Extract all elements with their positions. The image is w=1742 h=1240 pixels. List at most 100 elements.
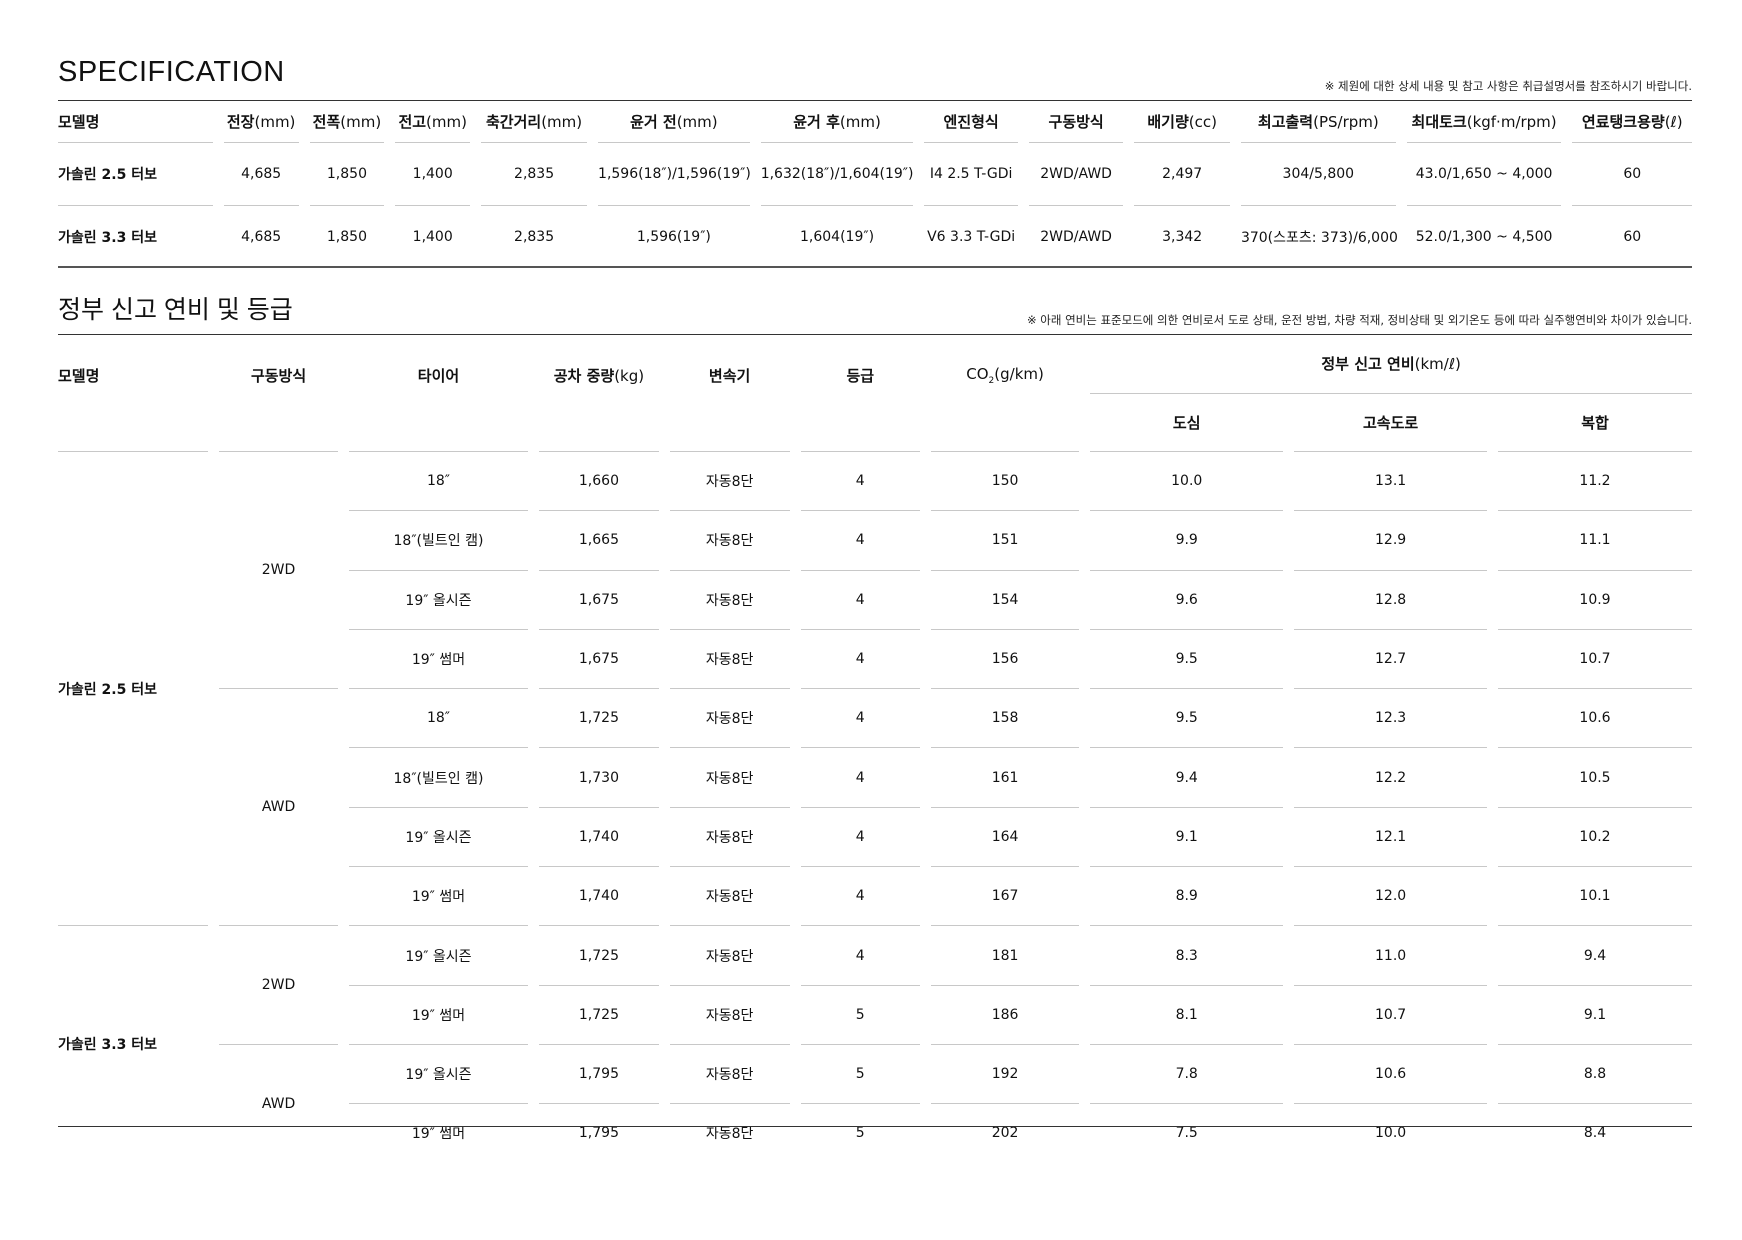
header-model: 모델명 [58,335,209,452]
grade-cell: 4 [800,689,920,749]
co2-cell: 154 [930,571,1080,630]
spec-cell: V6 3.3 T-GDi [927,229,1016,245]
spec-cell: 2,835 [481,143,588,206]
weight-cell: 1,665 [539,511,659,571]
header-efficiency-label: 정부 신고 연비 [1321,355,1415,374]
weight-cell: 1,795 [578,1125,619,1142]
model-cell: 가솔린 2.5 터보 [58,452,209,927]
spec-cell: I4 2.5 T-GDi [924,143,1018,206]
tire-cell: 19″ 올시즌 [348,571,529,630]
fuel-row: 19″ 썸머 1,740 자동8단 4 167 8.9 12.0 10.1 [58,867,1692,927]
city-cell: 10.0 [1090,452,1284,512]
highway-cell: 12.1 [1294,808,1488,868]
spec-header-label: 최대토크 [1411,113,1467,131]
spec-header-unit: (mm) [676,113,718,131]
fuel-row: 18″(빌트인 캠) 1,730 자동8단 4 161 9.4 12.2 10.5 [58,748,1692,808]
fuel-row: AWD 18″ 1,725 자동8단 4 158 9.5 12.3 10.6 [58,689,1692,927]
grade-cell: 4 [800,452,920,512]
combined-cell: 10.1 [1498,867,1692,927]
spec-row: 가솔린 2.5 터보 4,685 1,850 1,400 2,835 1,596(18″)… [58,143,1692,206]
spec-header-label: 배기량 [1147,113,1189,131]
tire-cell: 19″ 썸머 [348,986,529,1045]
spec-header-label: 전장 [226,113,255,131]
drive-cell: AWD [219,689,338,927]
spec-cell: 1,596(18″)/1,596(19″) [598,143,751,206]
co2-cell: 167 [930,867,1080,927]
spec-cell: 1,632(18″)/1,604(19″) [760,143,914,206]
fuel-note: ※ 아래 연비는 표준모드에 의한 연비로서 도로 상태, 운전 방법, 차량 … [1026,313,1692,327]
spec-header-unit: (kgf·m/rpm) [1466,113,1557,131]
header-co2-unit: (g/km) [994,364,1044,383]
tire-cell: 19″ 썸머 [348,630,529,690]
spec-header-6: 윤거 후(mm) [760,101,914,143]
spec-title: SPECIFICATION [58,56,285,88]
tire-cell: 18″(빌트인 캠) [348,511,529,571]
city-cell: 9.9 [1090,511,1284,571]
spec-row: 가솔린 3.3 터보 4,685 1,850 1,400 2,835 1,596(19″)… [58,206,1692,268]
spec-cell: 52.0/1,300 ~ 4,500 [1415,229,1553,245]
header-city: 도심 [1090,394,1284,452]
combined-cell: 10.2 [1498,808,1692,868]
combined-cell: 10.9 [1498,571,1692,630]
co2-cell: 181 [930,926,1080,986]
spec-header-unit: (mm) [541,113,583,131]
highway-cell: 12.9 [1294,511,1488,571]
spec-cell: 304/5,800 [1240,143,1396,206]
spec-cell: 1,400 [412,229,453,245]
spec-header-unit: (mm) [839,113,881,131]
city-cell: 9.1 [1090,808,1284,868]
spec-bottom-rule [58,266,1692,268]
spec-header-8: 구동방식 [1028,101,1124,143]
spec-cell: 2WD/AWD [1028,143,1124,206]
city-cell: 7.8 [1090,1045,1284,1105]
spec-header-label: 축간거리 [486,113,542,131]
spec-header-12: 연료탱크용량(ℓ) [1572,101,1692,143]
combined-cell: 10.6 [1498,689,1692,749]
header-drive: 구동방식 [219,335,338,452]
spec-top-rule [58,100,1692,101]
drive-cell: 2WD [219,926,338,1045]
transmission-cell: 자동8단 [669,867,790,927]
fuel-top-rule [58,334,1692,335]
spec-header-unit: (PS/rpm) [1313,113,1379,131]
tire-cell: 19″ 올시즌 [348,926,529,986]
transmission-cell: 자동8단 [705,1126,754,1143]
grade-cell: 4 [800,748,920,808]
fuel-efficiency-table: 모델명 구동방식 타이어 공차 중량(kg) 변속기 등급 CO2(g/km) … [47,335,1703,1163]
spec-header-4: 축간거리(mm) [481,101,588,143]
co2-cell: 164 [930,808,1080,868]
tire-cell: 19″ 올시즌 [348,808,529,868]
fuel-row: 18″(빌트인 캠) 1,665 자동8단 4 151 9.9 12.9 11.1 [58,511,1692,571]
spec-header-unit: (mm) [254,113,296,131]
spec-header-0: 모델명 [58,101,213,143]
fuel-row: AWD 19″ 올시즌 1,795 자동8단 5 192 7.8 10.6 8.8 [58,1045,1692,1112]
fuel-row: 19″ 썸머 1,795 자동8단 5 202 7.5 10.0 8.4 [58,1104,1692,1162]
weight-cell: 1,730 [539,748,659,808]
spec-model-cell: 가솔린 2.5 터보 [58,143,213,206]
header-efficiency-unit: (km/ℓ) [1414,355,1461,374]
grade-cell: 4 [800,808,920,868]
spec-model-cell: 가솔린 3.3 터보 [58,230,157,246]
spec-header-10: 최고출력(PS/rpm) [1240,101,1396,143]
grade-cell: 4 [800,511,920,571]
weight-cell: 1,795 [539,1045,659,1105]
spec-header-unit: (mm) [426,113,467,131]
co2-cell: 202 [991,1125,1019,1142]
grade-cell: 4 [800,926,920,986]
spec-cell: 2WD/AWD [1040,229,1112,245]
fuel-row: 가솔린 3.3 터보 2WD 19″ 올시즌 1,725 자동8단 4 181 8.3 11.0… [58,926,1692,1053]
weight-cell: 1,740 [539,867,659,927]
combined-cell: 9.1 [1498,986,1692,1045]
co2-cell: 161 [930,748,1080,808]
tire-cell: 18″ [348,452,529,512]
combined-cell: 8.8 [1498,1045,1692,1105]
spec-cell: 60 [1572,143,1692,206]
combined-cell: 11.1 [1498,511,1692,571]
spec-cell: 1,604(19″) [800,229,875,245]
transmission-cell: 자동8단 [669,452,790,512]
transmission-cell: 자동8단 [669,630,790,690]
header-highway: 고속도로 [1294,394,1488,452]
transmission-cell: 자동8단 [669,1045,790,1105]
spec-cell: 370(스포츠: 373)/6,000 [1240,230,1398,246]
combined-cell: 9.4 [1498,926,1692,986]
